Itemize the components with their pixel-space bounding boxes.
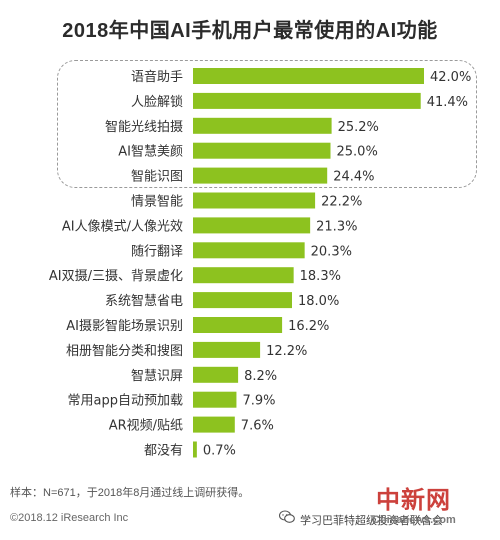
value-label: 21.3%	[316, 219, 357, 234]
category-label: 人脸解锁	[131, 94, 183, 110]
bar	[193, 317, 283, 333]
value-label: 8.2%	[244, 369, 277, 384]
value-label: 18.0%	[298, 294, 339, 309]
bar	[193, 391, 237, 408]
category-label: 随行翻译	[131, 244, 183, 259]
category-label: 情景智能	[131, 195, 183, 210]
value-label: 7.9%	[242, 394, 275, 409]
value-label: 16.2%	[288, 319, 329, 334]
value-label: 22.2%	[321, 195, 362, 210]
chinanews-url-watermark: Chinanews.com	[372, 514, 456, 526]
bar	[193, 441, 197, 458]
bar	[193, 167, 328, 184]
category-label: 系统智慧省电	[105, 293, 183, 309]
category-label: AR视频/贴纸	[109, 419, 183, 434]
category-label: AI双摄/三摄、背景虚化	[49, 269, 183, 284]
value-label: 18.3%	[300, 269, 341, 284]
chinanews-logo-watermark: 中新网	[376, 485, 451, 514]
category-label: AI摄影智能场景识别	[66, 319, 183, 334]
value-label: 25.0%	[337, 145, 378, 160]
bar	[193, 341, 261, 358]
bar	[193, 68, 424, 84]
bar	[193, 267, 294, 284]
value-label: 41.4%	[427, 95, 468, 110]
bar	[193, 292, 292, 309]
value-label: 7.6%	[241, 419, 274, 434]
value-label: 0.7%	[203, 444, 236, 459]
category-label: AI人像模式/人像光效	[62, 219, 183, 234]
category-label: AI智慧美颜	[118, 144, 183, 160]
source-footer: ©2018.12 iResearch Inc	[10, 512, 129, 524]
category-label: 智能识图	[131, 170, 183, 185]
category-label: 智慧识屏	[131, 368, 183, 384]
bar	[193, 192, 316, 209]
bar-chart: 语音助手 42.0% 人脸解锁 41.4% 智能光线拍摄 25.2% AI智慧美颜 25.0%…	[49, 68, 471, 459]
bar	[193, 416, 235, 433]
bar	[193, 242, 305, 259]
sample-note: 样本：N=671，于2018年8月通过线上调研获得。	[10, 487, 250, 499]
category-label: 智能光线拍摄	[105, 120, 183, 135]
bar	[193, 117, 332, 134]
category-label: 相册智能分类和搜图	[66, 344, 183, 359]
category-label: 常用app自动预加载	[68, 394, 183, 409]
bar	[193, 366, 239, 383]
value-label: 42.0%	[430, 70, 471, 85]
category-label: 都没有	[144, 444, 183, 459]
bar	[193, 92, 421, 109]
value-label: 12.2%	[266, 344, 307, 359]
value-label: 20.3%	[311, 244, 352, 259]
bar	[193, 217, 311, 234]
top-five-highlight-box	[57, 60, 477, 188]
bar	[193, 142, 331, 159]
value-label: 24.4%	[333, 170, 374, 185]
wechat-account-watermark: 学习巴菲特超级投资者联合会	[300, 515, 443, 527]
value-label: 25.2%	[338, 120, 379, 135]
chart-title: 2018年中国AI手机用户最常使用的AI功能	[62, 20, 438, 42]
wechat-icon	[279, 510, 295, 523]
category-label: 语音助手	[131, 69, 183, 85]
